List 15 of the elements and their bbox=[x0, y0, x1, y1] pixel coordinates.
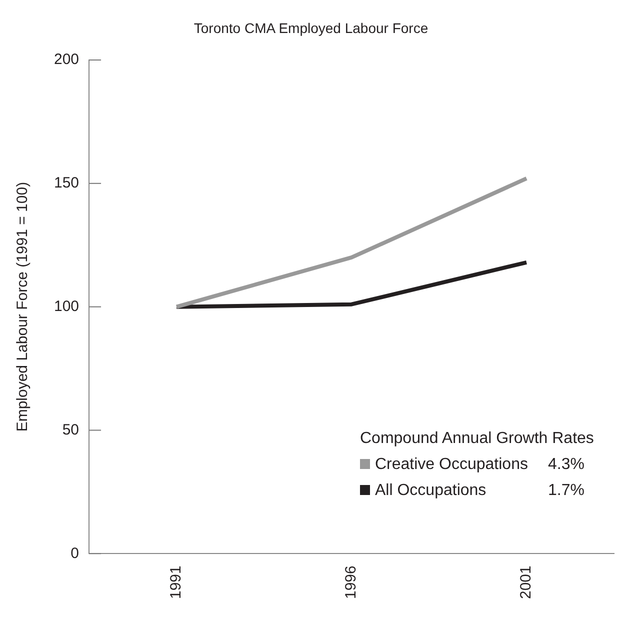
legend-title: Compound Annual Growth Rates bbox=[360, 428, 594, 449]
legend-label: Creative Occupations bbox=[375, 456, 528, 473]
legend-label: All Occupations bbox=[375, 482, 486, 499]
annotation: 1.7% bbox=[546, 480, 586, 501]
x-tick-label: 1996 bbox=[342, 566, 360, 600]
y-tick-label: 100 bbox=[54, 298, 80, 315]
y-tick-label: 150 bbox=[54, 174, 80, 192]
y-tick-label: 0 bbox=[70, 544, 80, 562]
x-tick-label: 2001 bbox=[518, 566, 535, 600]
annotation: 4.3% bbox=[546, 454, 586, 475]
y-axis-title: Employed Labour Force (1991 = 100) bbox=[14, 182, 32, 432]
x-tick-label: 1991 bbox=[168, 566, 185, 600]
y-tick-label: 200 bbox=[54, 51, 80, 68]
chart-title: Toronto CMA Employed Labour Force bbox=[192, 20, 430, 36]
y-tick-label: 50 bbox=[62, 421, 80, 438]
